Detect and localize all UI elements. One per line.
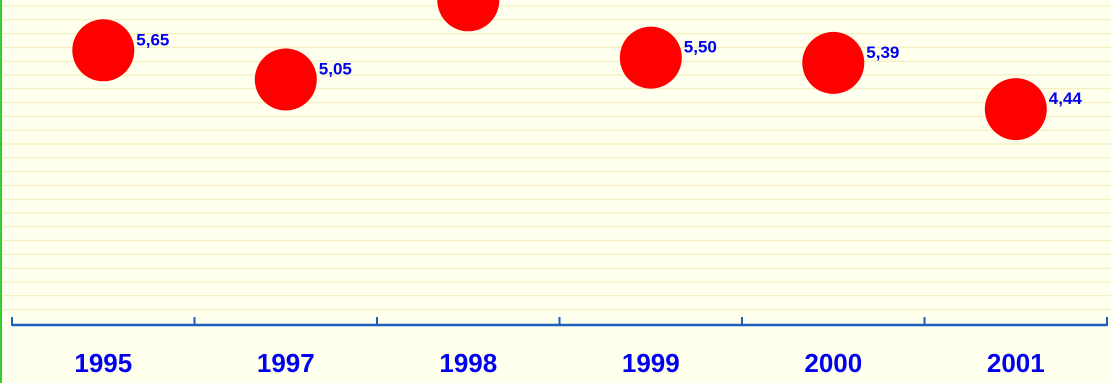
value-labels: 5,655,056,685,505,394,44 — [136, 30, 1083, 108]
category-label-1995: 1995 — [74, 348, 132, 378]
category-label-1999: 1999 — [622, 348, 680, 378]
data-point-1997 — [254, 48, 317, 111]
data-point-1995 — [72, 19, 135, 82]
value-label-2000: 5,39 — [866, 43, 899, 62]
category-label-1997: 1997 — [257, 348, 315, 378]
value-label-2001: 4,44 — [1049, 89, 1083, 108]
value-label-1997: 5,05 — [319, 60, 352, 79]
value-label-1995: 5,65 — [136, 30, 169, 49]
value-label-1999: 5,50 — [684, 38, 717, 57]
x-axis — [11, 317, 1108, 327]
category-labels: 1995 1997 1998 1999 2000 2001 — [74, 348, 1044, 378]
category-label-2000: 2000 — [804, 348, 862, 378]
data-markers — [72, 0, 1047, 141]
data-point-2000 — [802, 31, 865, 94]
data-point-1998 — [437, 0, 500, 32]
category-label-1998: 1998 — [439, 348, 497, 378]
data-point-1999 — [619, 26, 682, 89]
gridlines — [3, 5, 1111, 311]
category-label-2001: 2001 — [987, 348, 1045, 378]
data-point-2001 — [984, 78, 1047, 141]
